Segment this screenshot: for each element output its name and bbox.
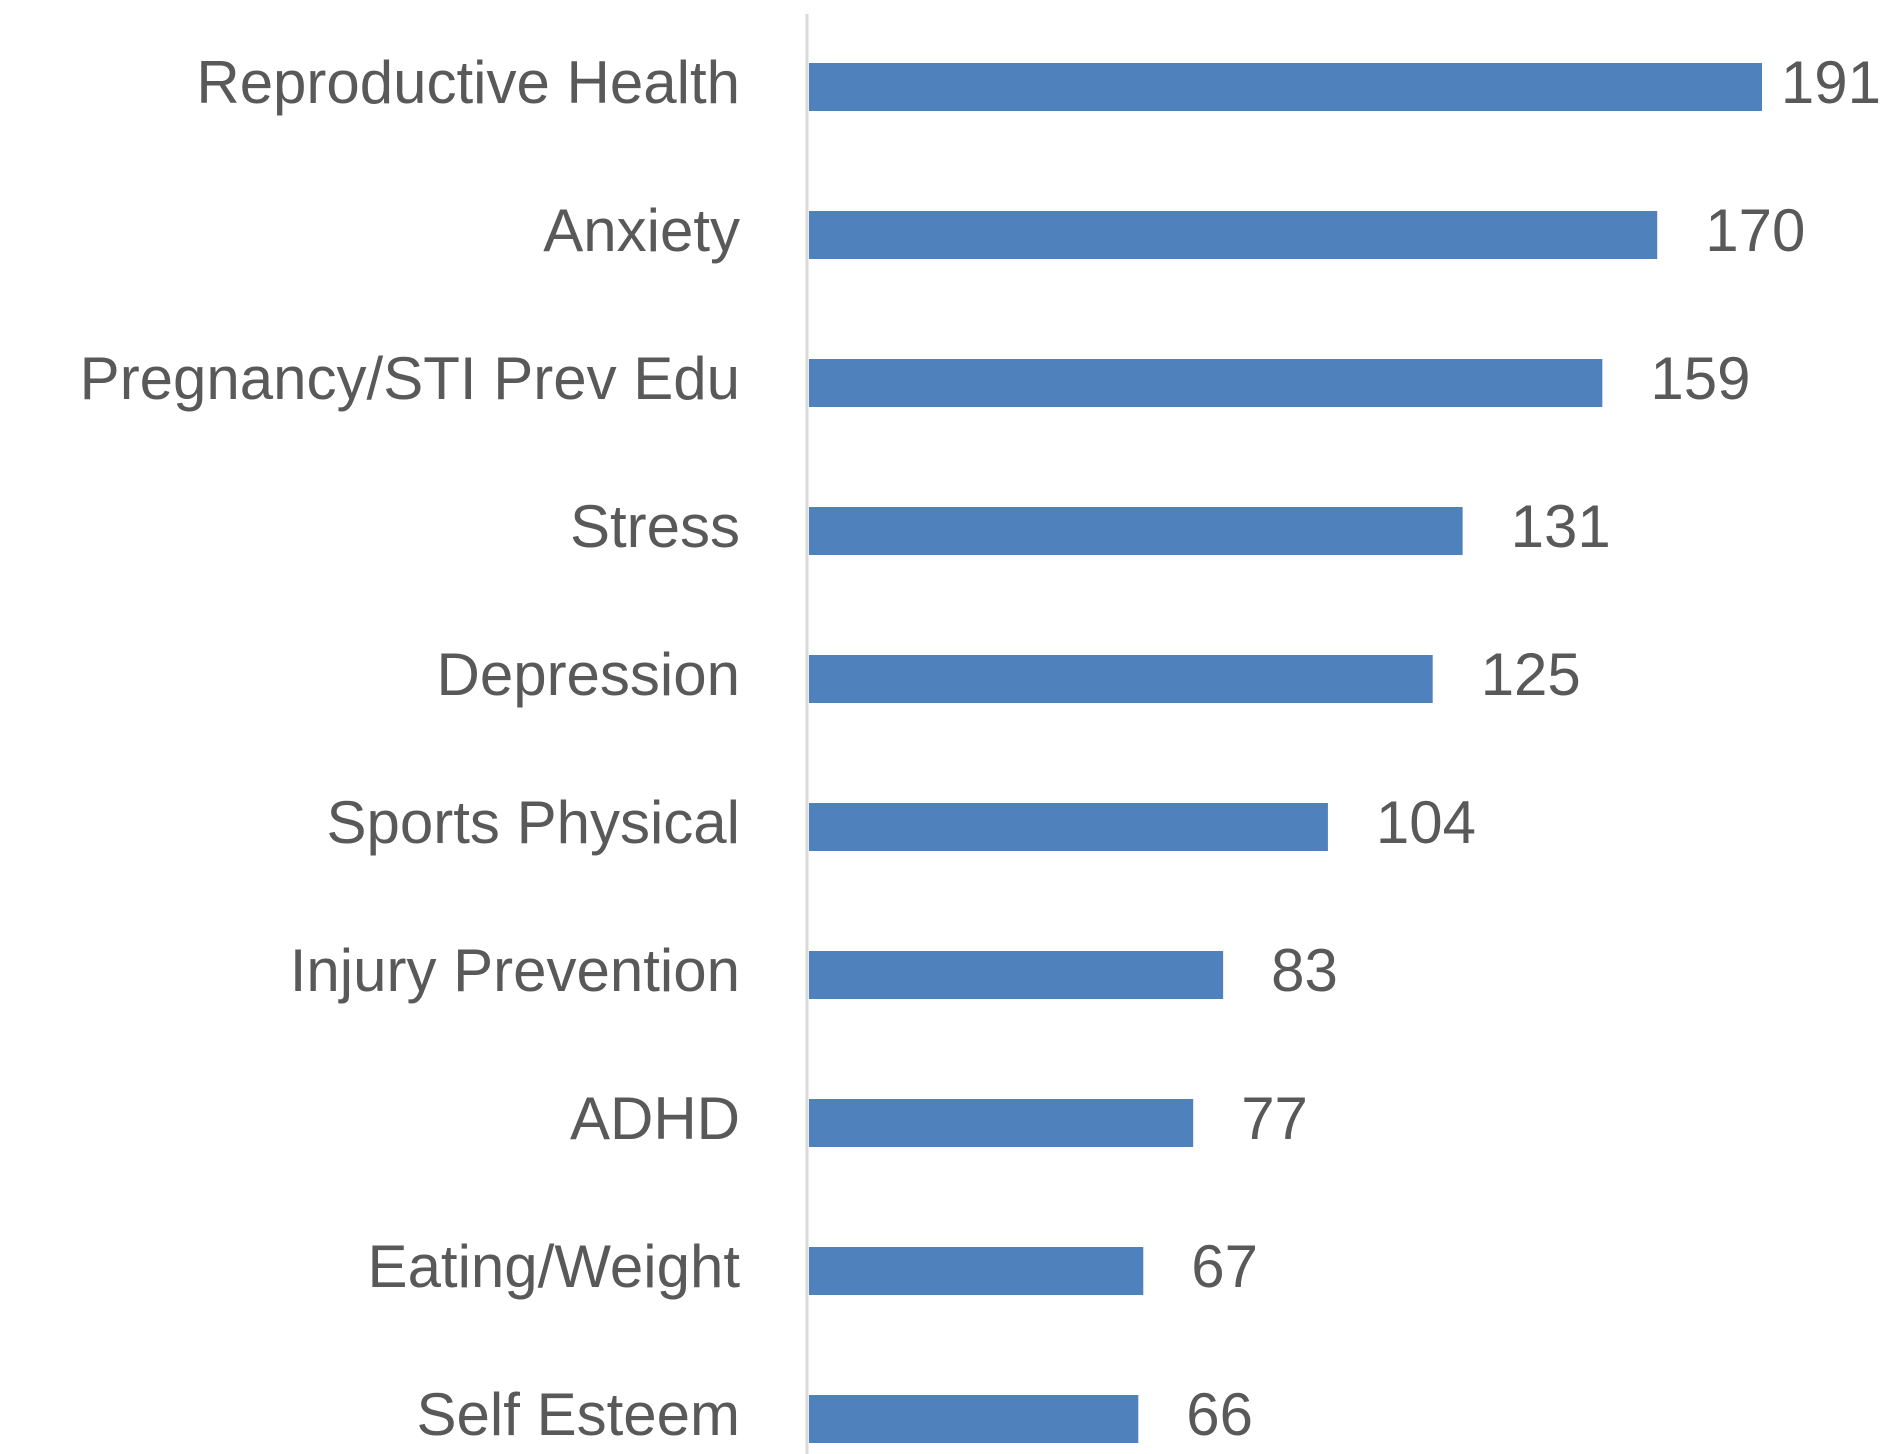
- category-label: Depression: [437, 641, 741, 708]
- value-label: 159: [1650, 345, 1750, 412]
- category-label: Anxiety: [543, 197, 740, 264]
- bar: [809, 359, 1603, 407]
- category-label: Reproductive Health: [196, 49, 740, 116]
- bar: [809, 1395, 1139, 1443]
- bar: [809, 1247, 1144, 1295]
- value-label: 66: [1186, 1381, 1253, 1448]
- category-label: Self Esteem: [417, 1381, 740, 1448]
- category-label: Stress: [570, 493, 740, 560]
- bar: [809, 803, 1328, 851]
- value-label: 191: [1781, 49, 1881, 116]
- bar: [809, 211, 1658, 259]
- category-label: Eating/Weight: [368, 1233, 741, 1300]
- value-label: 67: [1191, 1233, 1258, 1300]
- bar: [809, 951, 1224, 999]
- value-label: 77: [1241, 1085, 1308, 1152]
- category-label: Sports Physical: [327, 789, 741, 856]
- bar: [809, 507, 1463, 555]
- category-label: ADHD: [570, 1085, 740, 1152]
- category-label: Pregnancy/STI Prev Edu: [80, 345, 740, 412]
- value-label: 104: [1376, 789, 1476, 856]
- bar: [809, 655, 1433, 703]
- category-label: Injury Prevention: [290, 937, 740, 1004]
- bar: [809, 1099, 1194, 1147]
- value-label: 83: [1271, 937, 1338, 1004]
- value-label: 131: [1511, 493, 1611, 560]
- bar: [809, 63, 1762, 111]
- value-label: 170: [1705, 197, 1805, 264]
- value-label: 125: [1481, 641, 1581, 708]
